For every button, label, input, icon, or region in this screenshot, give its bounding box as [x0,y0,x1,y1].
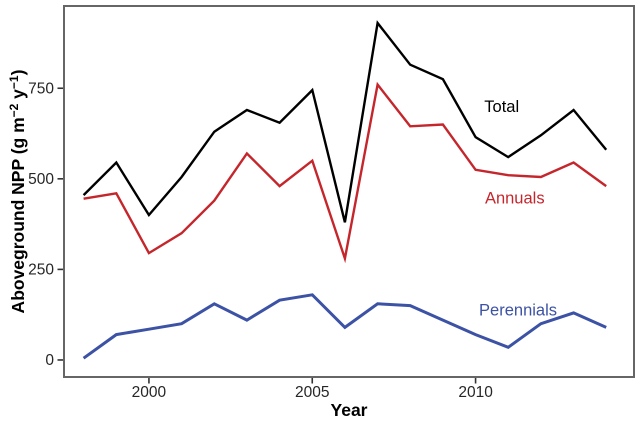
y-tick-label-0: 0 [45,352,54,369]
y-tick-label-250: 250 [28,262,54,279]
x-axis-title: Year [331,400,368,420]
y-axis-title-text: y [8,89,28,104]
y-axis-title-superscript: −2 [7,103,21,117]
y-axis-title-text: ) [8,70,28,76]
y-axis-title-text: Aboveground NPP (g m [8,117,28,313]
perennials-series-label: Perennials [479,301,557,319]
x-tick-label-2010: 2010 [458,384,493,401]
y-tick-label-750: 750 [28,80,54,97]
y-axis-title: Aboveground NPP (g m−2 y−1) [7,70,28,314]
total-series-label: Total [484,98,519,116]
y-tick-label-500: 500 [28,171,54,188]
annuals-series-label: Annuals [485,190,545,208]
perennials-line [82,293,607,360]
annuals-line [83,81,607,264]
total-line [82,20,608,223]
x-tick-label-2005: 2005 [295,384,329,401]
x-tick-label-2000: 2000 [132,384,167,401]
y-axis-title-superscript: −1 [7,75,21,89]
